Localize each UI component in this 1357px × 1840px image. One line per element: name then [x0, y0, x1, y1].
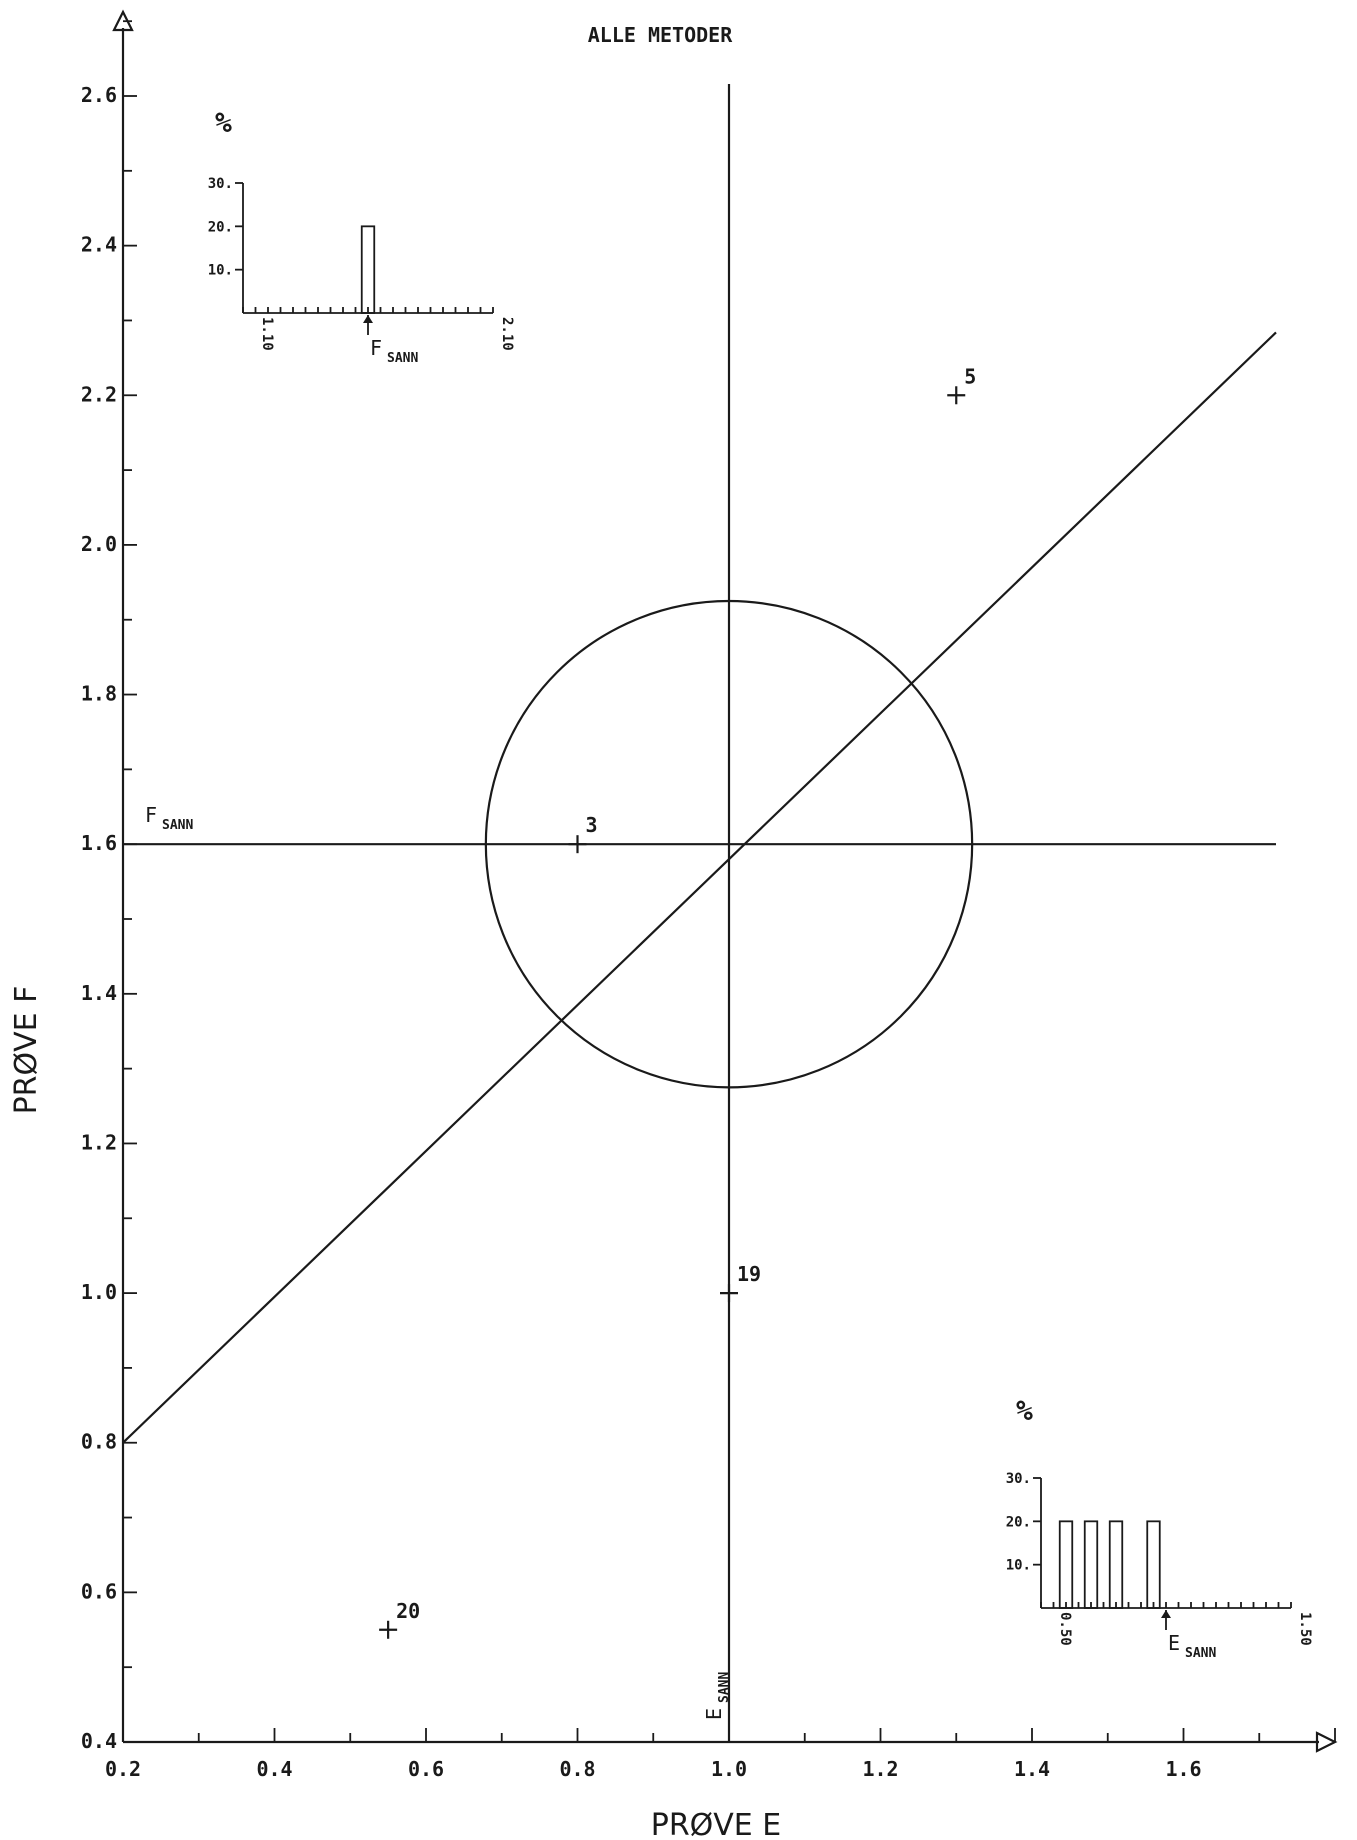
data-points: 3 5 19 20 — [379, 364, 976, 1639]
tolerance-circle — [484, 599, 974, 1089]
hist-ylabel: % — [215, 106, 232, 139]
point-label: 5 — [964, 364, 976, 388]
hist-y-tick-label: 30. — [1006, 1471, 1031, 1487]
data-point-19: 19 — [720, 1262, 761, 1303]
y-tick-label: 1.8 — [81, 682, 117, 706]
data-point-5: 5 — [947, 364, 976, 405]
hist-true-label: F SANN — [370, 336, 418, 366]
hist-true-label-sub: SANN — [387, 351, 418, 366]
x-tick-label: 1.4 — [1014, 1757, 1050, 1781]
f-sann-label-main: F — [145, 803, 157, 827]
histogram-insets: 10. 20. 30.% 1.10 2.10 F SANN 10. 20. 30.% 0.50 1.5… — [208, 106, 1313, 1661]
point-label: 20 — [396, 1599, 420, 1623]
hist-range-max: 2.10 — [499, 317, 515, 351]
diagonal-line — [122, 331, 1277, 1444]
f-sann-label-sub: SANN — [162, 818, 193, 833]
y-tick-label: 1.0 — [81, 1280, 117, 1304]
hist-true-arrowhead — [1161, 1610, 1171, 1618]
chart-subtitle: ALLE METODER — [588, 23, 733, 47]
hist-range-min: 0.50 — [1057, 1612, 1073, 1646]
e-sann-label-main: E — [702, 1708, 726, 1720]
y-tick-label: 1.2 — [81, 1130, 117, 1154]
y-axis-title: PRØVE F — [9, 986, 44, 1115]
reference-lines: F SANN E SANN — [122, 84, 1277, 1742]
hist-y-tick-label: 20. — [1006, 1514, 1031, 1530]
x-axis-arrow — [1315, 1731, 1338, 1753]
hist-bar — [360, 225, 376, 314]
x-axis-title: PRØVE E — [651, 1808, 782, 1840]
y-tick-label: 2.0 — [81, 532, 117, 556]
y-tick-label: 2.2 — [81, 382, 117, 406]
histogram-f: 10. 20. 30.% 1.10 2.10 F SANN — [208, 106, 515, 366]
x-tick-label: 1.0 — [711, 1757, 747, 1781]
y-tick-label: 0.8 — [81, 1430, 117, 1454]
x-tick-label: 0.8 — [559, 1757, 595, 1781]
chart-header: ALLE METODER — [588, 23, 733, 47]
e-sann-label: E SANN — [702, 1672, 732, 1720]
x-tick-label: 0.6 — [408, 1757, 444, 1781]
hist-true-arrowhead — [363, 315, 373, 323]
hist-ylabel: % — [1016, 1394, 1033, 1427]
x-tick-label: 0.4 — [256, 1757, 292, 1781]
hist-bar — [1083, 1520, 1099, 1609]
hist-true-label-main: E — [1168, 1631, 1180, 1655]
hist-y-tick-label: 10. — [1006, 1558, 1031, 1574]
hist-true-label-sub: SANN — [1185, 1646, 1216, 1661]
x-tick-label: 1.2 — [862, 1757, 898, 1781]
point-label: 19 — [737, 1262, 761, 1286]
hist-y-tick-label: 20. — [208, 219, 233, 235]
hist-true-label: E SANN — [1168, 1631, 1216, 1661]
y-tick-label: 2.4 — [81, 233, 117, 257]
y-tick-label: 1.6 — [81, 831, 117, 855]
hist-true-label-main: F — [370, 336, 382, 360]
x-tick-label: 0.2 — [105, 1757, 141, 1781]
data-point-20: 20 — [379, 1599, 420, 1639]
hist-range-max: 1.50 — [1297, 1612, 1313, 1646]
data-point-3: 3 — [568, 813, 598, 854]
y-tick-label: 0.6 — [81, 1579, 117, 1603]
y-tick-label: 0.4 — [81, 1729, 117, 1753]
hist-y-tick-label: 30. — [208, 176, 233, 192]
hist-y-tick-label: 10. — [208, 263, 233, 279]
y-tick-label: 1.4 — [81, 981, 117, 1005]
histogram-e: 10. 20. 30.% 0.50 1.50 E SANN — [1006, 1394, 1313, 1661]
point-label: 3 — [586, 813, 598, 837]
hist-range-min: 1.10 — [259, 317, 275, 351]
y-tick-label: 2.6 — [81, 83, 117, 107]
f-sann-label: F SANN — [145, 803, 193, 833]
e-sann-label-sub: SANN — [717, 1672, 732, 1703]
x-tick-label: 1.6 — [1165, 1757, 1201, 1781]
hist-bar — [1108, 1520, 1124, 1609]
axes: 0.2 0.4 0.6 0.8 1.0 1.2 1.4 1.6 0.4 0.6 0.8 1.0 1.2 1… — [81, 9, 1338, 1781]
hist-bar — [1146, 1520, 1161, 1609]
hist-bar — [1058, 1520, 1074, 1609]
